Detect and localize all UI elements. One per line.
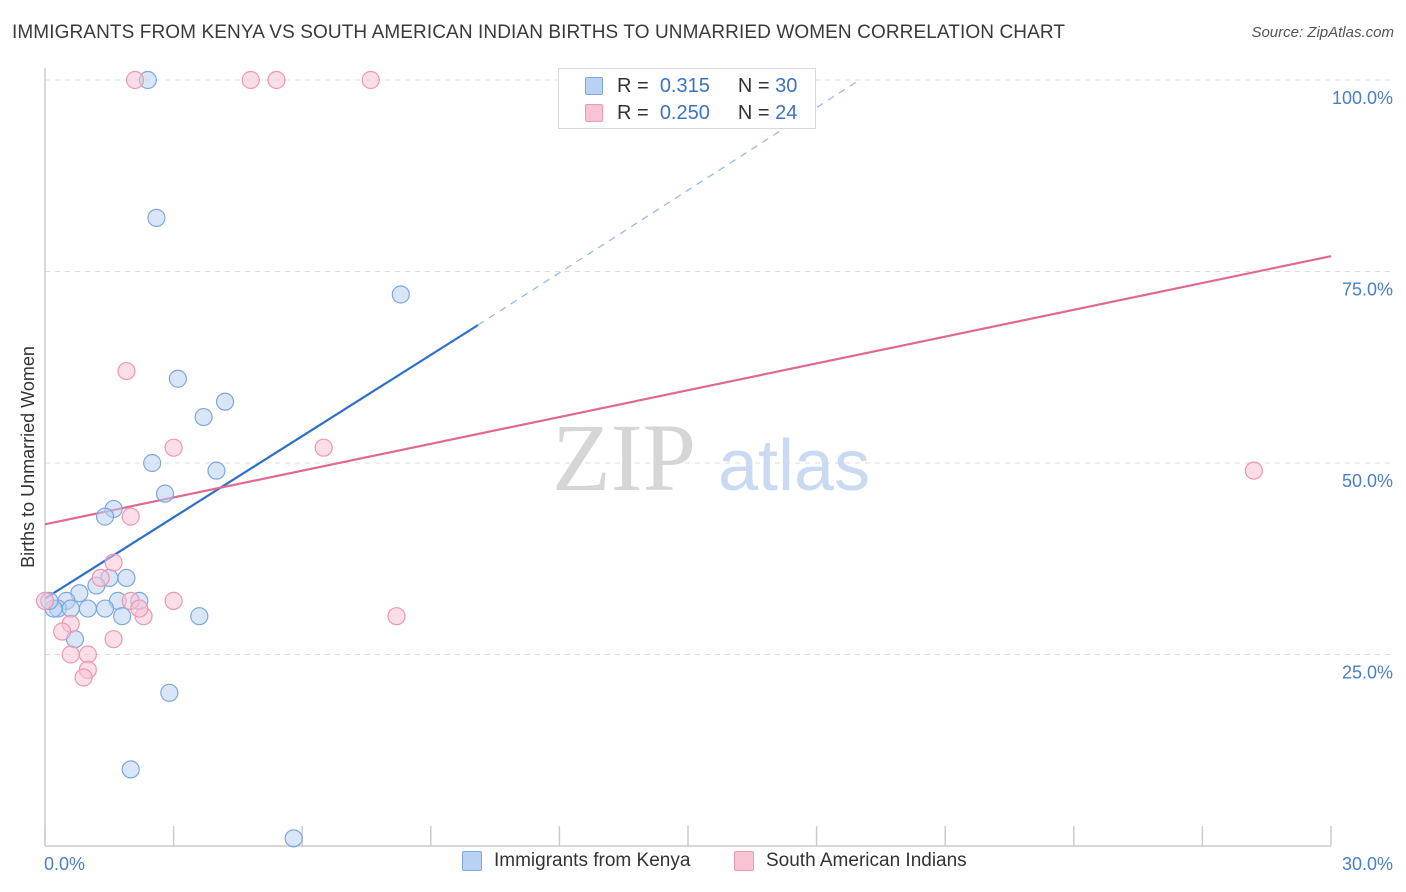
watermark: ZIP atlas bbox=[552, 404, 870, 511]
point-sai bbox=[164, 591, 183, 610]
grid-lines bbox=[45, 79, 1392, 655]
y-axis-title: Births to Unmarried Women bbox=[18, 346, 38, 568]
point-kenya bbox=[194, 407, 213, 427]
point-sai bbox=[361, 70, 380, 90]
point-sai bbox=[61, 645, 80, 664]
series-legend-label-kenya: Immigrants from Kenya bbox=[494, 850, 691, 871]
trend-line-sai bbox=[44, 255, 1332, 526]
y-tick-label: 25.0% bbox=[1342, 663, 1393, 683]
point-kenya bbox=[121, 760, 140, 779]
point-kenya bbox=[78, 599, 97, 618]
point-kenya bbox=[207, 461, 226, 480]
point-sai bbox=[53, 622, 72, 641]
point-sai bbox=[74, 668, 93, 687]
legend-r-label: R = bbox=[617, 101, 649, 124]
series-legend: Immigrants from Kenya South American Ind… bbox=[0, 850, 1406, 878]
point-sai bbox=[104, 553, 123, 572]
legend-swatch-kenya bbox=[585, 77, 603, 95]
trend-lines bbox=[44, 79, 1332, 600]
source-credit: Source: ZipAtlas.com bbox=[1251, 24, 1394, 41]
chart-title: IMMIGRANTS FROM KENYA VS SOUTH AMERICAN … bbox=[12, 22, 1066, 43]
point-sai bbox=[130, 599, 149, 618]
legend-r-label: R = bbox=[617, 74, 649, 97]
y-tick-label: 75.0% bbox=[1342, 280, 1393, 300]
point-sai bbox=[104, 630, 123, 649]
stats-legend: R = 0.315 N = 30 R = 0.250 N = 24 bbox=[558, 68, 816, 129]
axes bbox=[44, 68, 1332, 847]
point-kenya bbox=[143, 453, 162, 473]
point-kenya bbox=[190, 607, 209, 626]
point-kenya bbox=[61, 599, 80, 618]
point-kenya bbox=[147, 208, 166, 227]
point-sai bbox=[1244, 461, 1263, 480]
tick-labels: 25.0% 50.0% 75.0% 100.0% 0.0% 30.0% bbox=[44, 88, 1393, 874]
series-legend-kenya: Immigrants from Kenya bbox=[462, 850, 690, 872]
point-kenya bbox=[160, 683, 179, 702]
point-kenya bbox=[95, 599, 115, 618]
point-kenya bbox=[284, 829, 303, 848]
series-legend-swatch-sai bbox=[734, 851, 754, 871]
point-kenya bbox=[113, 607, 132, 626]
point-sai bbox=[35, 591, 55, 610]
legend-r-value-sai: 0.250 bbox=[659, 101, 710, 124]
legend-n-value-sai: 24 bbox=[775, 101, 798, 124]
data-points bbox=[35, 70, 1263, 848]
legend-r-value-kenya: 0.315 bbox=[659, 74, 710, 97]
x-tick-label: 30.0% bbox=[1342, 854, 1393, 874]
point-sai bbox=[117, 361, 136, 381]
series-legend-sai: South American Indians bbox=[734, 850, 967, 872]
point-kenya bbox=[391, 285, 410, 304]
point-sai bbox=[91, 568, 110, 588]
point-sai bbox=[267, 70, 286, 90]
point-kenya bbox=[117, 568, 136, 588]
point-sai bbox=[314, 438, 333, 457]
y-tick-label: 100.0% bbox=[1332, 88, 1393, 108]
legend-n-value-kenya: 30 bbox=[775, 74, 798, 97]
point-kenya bbox=[215, 392, 235, 411]
point-sai bbox=[125, 70, 145, 90]
trend-line-kenya bbox=[44, 324, 479, 600]
point-sai bbox=[164, 438, 183, 457]
legend-n-label: N = bbox=[737, 101, 770, 124]
point-kenya bbox=[155, 484, 175, 503]
point-kenya bbox=[168, 369, 187, 388]
point-kenya bbox=[95, 507, 115, 526]
legend-swatch-sai bbox=[585, 104, 603, 122]
series-legend-label-sai: South American Indians bbox=[766, 850, 967, 871]
legend-row-sai: R = 0.250 N = 24 bbox=[585, 100, 797, 126]
point-sai bbox=[387, 607, 406, 626]
watermark-atlas-text: atlas bbox=[718, 426, 870, 506]
legend-row-kenya: R = 0.315 N = 30 bbox=[585, 73, 797, 99]
legend-n-label: N = bbox=[737, 74, 770, 97]
watermark-zip-text: ZIP bbox=[552, 404, 696, 511]
y-tick-label: 50.0% bbox=[1342, 471, 1393, 491]
point-sai bbox=[241, 70, 260, 90]
x-tick-label: 0.0% bbox=[44, 854, 85, 874]
point-sai bbox=[121, 507, 140, 526]
point-sai bbox=[78, 645, 97, 664]
series-legend-swatch-kenya bbox=[462, 851, 482, 871]
